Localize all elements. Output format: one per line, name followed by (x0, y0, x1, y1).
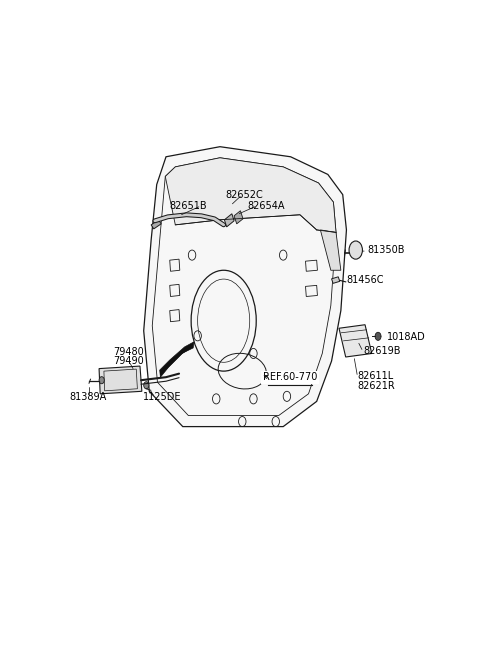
Polygon shape (321, 230, 341, 271)
Text: 82619B: 82619B (363, 346, 401, 356)
Polygon shape (234, 211, 243, 224)
Text: 82652C: 82652C (225, 189, 263, 200)
Text: 81350B: 81350B (367, 245, 404, 255)
PathPatch shape (160, 342, 194, 377)
Text: 1125DE: 1125DE (143, 392, 181, 402)
Polygon shape (339, 325, 372, 357)
Text: 82621R: 82621R (358, 381, 396, 391)
Text: 81389A: 81389A (69, 392, 107, 402)
Polygon shape (165, 158, 336, 233)
Text: 81456C: 81456C (347, 275, 384, 286)
Circle shape (375, 332, 381, 341)
Polygon shape (144, 147, 347, 426)
Circle shape (349, 241, 362, 259)
Text: 82654A: 82654A (248, 200, 285, 211)
Text: 82651B: 82651B (169, 200, 207, 211)
Polygon shape (151, 220, 161, 229)
Polygon shape (332, 277, 340, 284)
Circle shape (144, 382, 149, 389)
Polygon shape (99, 366, 142, 394)
Text: 79490: 79490 (113, 356, 144, 366)
Polygon shape (225, 214, 234, 227)
Text: 82611L: 82611L (358, 371, 394, 381)
Text: REF.60-770: REF.60-770 (263, 372, 317, 382)
Text: 1018AD: 1018AD (387, 332, 426, 342)
Text: 79480: 79480 (113, 347, 144, 357)
Circle shape (99, 377, 104, 384)
